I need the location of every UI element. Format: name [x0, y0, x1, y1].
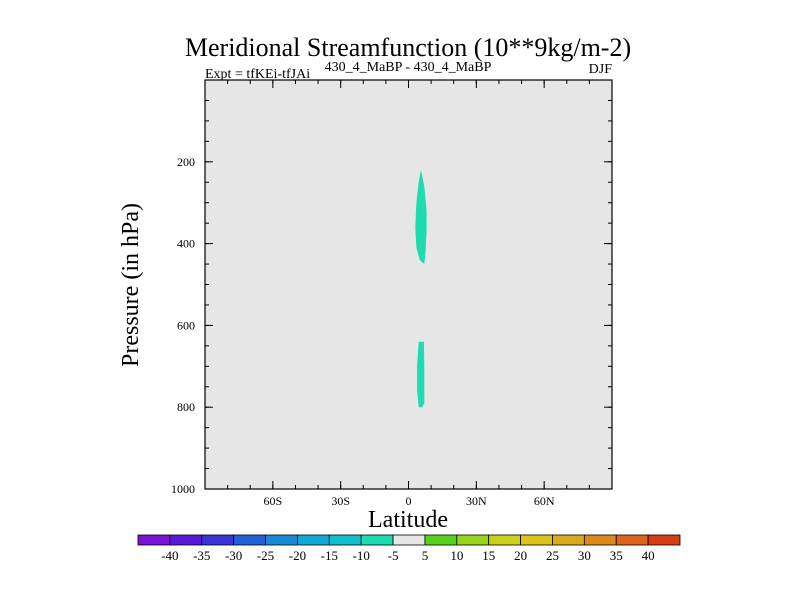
colorbar-label: -20 [289, 548, 306, 563]
colorbar-swatch [456, 534, 490, 546]
colorbar-swatch [647, 534, 681, 546]
colorbar-label: -40 [161, 548, 178, 563]
colorbar-swatch [297, 534, 330, 546]
plot-area: 200 400 600 800 1000 60S 30S 0 30N 60N [171, 79, 613, 508]
colorbar-swatch [233, 534, 266, 546]
y-tick-label: 200 [177, 155, 195, 169]
season-label: DJF [589, 62, 613, 77]
colorbar-label: 20 [514, 548, 527, 563]
colorbar-swatch [201, 534, 235, 546]
colorbar: -40 -35 -30 -25 -20 -15 -10 -5 5 10 15 20 25 30 35 40 [137, 534, 681, 563]
colorbar-label: 5 [422, 548, 429, 563]
colorbar-label: -30 [225, 548, 242, 563]
colorbar-label: -35 [193, 548, 210, 563]
experiment-label: Expt = tfKEi-tfJAi [205, 67, 310, 82]
colorbar-swatch [615, 534, 649, 546]
colorbar-swatch [328, 534, 362, 546]
colorbar-swatch [137, 534, 171, 546]
y-tick-label: 1000 [171, 482, 195, 496]
x-tick-label: 60N [534, 494, 555, 508]
x-tick-label: 60S [263, 494, 282, 508]
contour-region-2 [417, 341, 425, 408]
colorbar-label: 30 [578, 548, 591, 563]
colorbar-swatch [583, 534, 617, 546]
y-axis-label: Pressure (in hPa) [118, 203, 144, 367]
colorbar-label: -25 [257, 548, 274, 563]
contour-region-1 [415, 170, 427, 265]
x-tick-label: 0 [406, 494, 412, 508]
colorbar-swatch [520, 534, 553, 546]
colorbar-label: -10 [353, 548, 370, 563]
colorbar-swatch [488, 534, 521, 546]
colorbar-swatch [265, 534, 298, 546]
y-tick-label: 600 [177, 318, 195, 332]
colorbar-label: 40 [642, 548, 655, 563]
y-tick-label: 400 [177, 237, 195, 251]
colorbar-swatch [169, 534, 203, 546]
chart-title: Meridional Streamfunction (10**9kg/m-2) [185, 33, 631, 62]
colorbar-swatch [360, 534, 394, 546]
plot-frame [204, 79, 613, 490]
colorbar-label: -5 [388, 548, 399, 563]
colorbar-label: -15 [321, 548, 338, 563]
comparison-label: 430_4_MaBP - 430_4_MaBP [325, 60, 492, 75]
x-tick-label: 30N [466, 494, 487, 508]
colorbar-label: 25 [546, 548, 559, 563]
y-tick-label: 800 [177, 400, 195, 414]
x-tick-label: 30S [331, 494, 350, 508]
colorbar-label: 15 [482, 548, 495, 563]
colorbar-swatch [392, 534, 426, 546]
plot-background [205, 80, 612, 489]
colorbar-swatch [552, 534, 585, 546]
colorbar-label: 35 [610, 548, 623, 563]
colorbar-label: 10 [450, 548, 463, 563]
colorbar-swatch [424, 534, 458, 546]
x-axis-label: Latitude [368, 507, 448, 533]
